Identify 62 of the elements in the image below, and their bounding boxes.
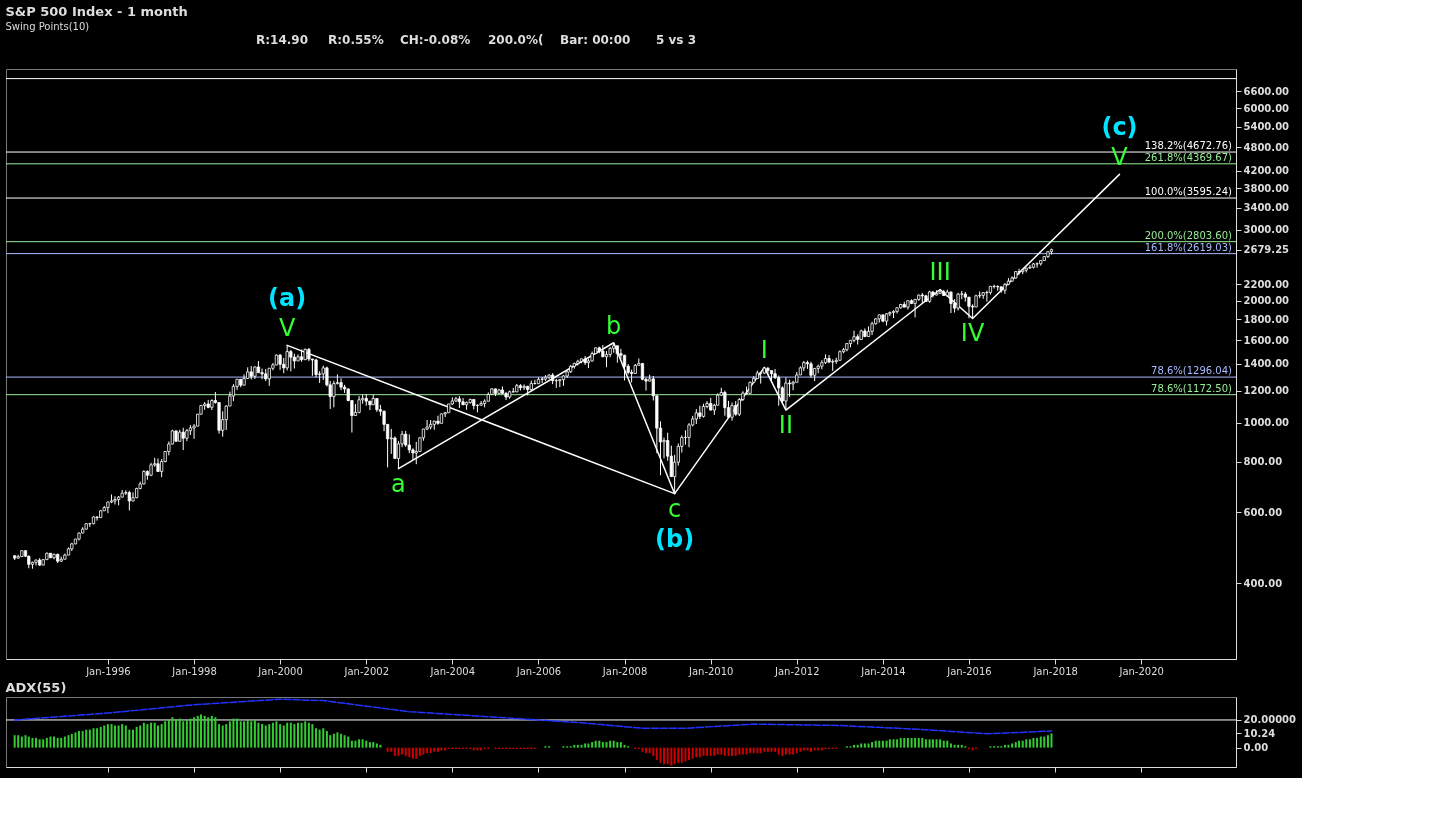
y-tick-label: 800.00	[1243, 456, 1283, 468]
text: 5 vs 3	[656, 33, 697, 47]
y-tick-label: 1400.00	[1243, 358, 1290, 370]
text: CH:-0.08%	[400, 33, 471, 47]
y-tick-label: 3800.00	[1243, 182, 1290, 194]
x-tick-label: Jan-2014	[860, 665, 906, 677]
y-tick-label: 3000.00	[1243, 224, 1290, 236]
y-tick-label: 2679.25	[1243, 244, 1290, 256]
chart-subtitle: Swing Points(10)	[5, 21, 90, 32]
x-tick-label: Jan-2010	[687, 665, 734, 677]
x-tick-label: Jan-2004	[429, 665, 476, 677]
chart-title: S&P 500 Index - 1 month	[5, 4, 188, 19]
x-tick-label: Jan-1996	[85, 665, 131, 677]
y-tick-label: 5400.00	[1243, 121, 1290, 133]
annotation: I	[760, 336, 768, 365]
y-tick-label: 1200.00	[1243, 385, 1290, 397]
annotation: II	[778, 411, 793, 440]
y-tick-label: 2000.00	[1243, 295, 1290, 307]
x-tick-label: Jan-2002	[343, 665, 390, 677]
annotation: V	[278, 314, 296, 343]
x-tick-label: Jan-2016	[946, 665, 992, 677]
y-tick-label: 6000.00	[1243, 102, 1290, 114]
text: R:0.55%	[328, 33, 384, 47]
y-tick-label: 4800.00	[1243, 141, 1290, 153]
x-tick-label: Jan-2006	[515, 665, 562, 677]
x-tick-label: Jan-2012	[774, 665, 820, 677]
annotation: c	[668, 494, 682, 523]
ref-line-label: 78.6%(1172.50)	[1151, 382, 1233, 394]
y-tick-label: 4200.00	[1243, 165, 1290, 177]
text: 200.0%(	[488, 33, 544, 47]
y-tick-label: 10.24	[1243, 727, 1276, 739]
ref-line-label: 78.6%(1296.04)	[1151, 365, 1233, 377]
ref-line-label: 200.0%(2803.60)	[1144, 229, 1233, 241]
annotation: a	[391, 469, 406, 498]
annotation: (b)	[655, 524, 695, 553]
ref-line-label: 261.8%(4369.67)	[1144, 151, 1233, 163]
x-tick-label: Jan-2008	[601, 665, 648, 677]
y-tick-label: 1800.00	[1243, 313, 1290, 325]
annotation: III	[929, 258, 951, 287]
text: Bar: 00:00	[560, 33, 631, 47]
x-tick-label: Jan-2000	[257, 665, 303, 677]
x-tick-label: Jan-2020	[1118, 665, 1164, 677]
y-tick-label: 2200.00	[1243, 278, 1290, 290]
y-tick-label: 6600.00	[1243, 85, 1290, 97]
ref-line-label: 138.2%(4672.76)	[1144, 140, 1233, 152]
y-tick-label: 1600.00	[1243, 334, 1290, 346]
ref-line-label: 161.8%(2619.03)	[1144, 241, 1233, 253]
text: R:14.90	[256, 33, 308, 47]
annotation: IV	[960, 319, 985, 348]
y-tick-label: 600.00	[1243, 506, 1283, 518]
ref-line-label: 100.0%(3595.24)	[1144, 186, 1233, 198]
y-tick-label: 400.00	[1243, 577, 1283, 589]
annotation: (c)	[1101, 113, 1138, 142]
y-tick-label: 3400.00	[1243, 202, 1290, 214]
y-tick-label: 20.00000	[1243, 714, 1297, 726]
x-tick-label: Jan-2018	[1032, 665, 1078, 677]
y-tick-label: 0.00	[1243, 742, 1269, 754]
annotation: (a)	[268, 284, 307, 313]
x-tick-label: Jan-1998	[171, 665, 217, 677]
annotation: b	[606, 311, 622, 340]
y-tick-label: 1000.00	[1243, 417, 1290, 429]
chart-title: ADX(55)	[5, 680, 67, 695]
